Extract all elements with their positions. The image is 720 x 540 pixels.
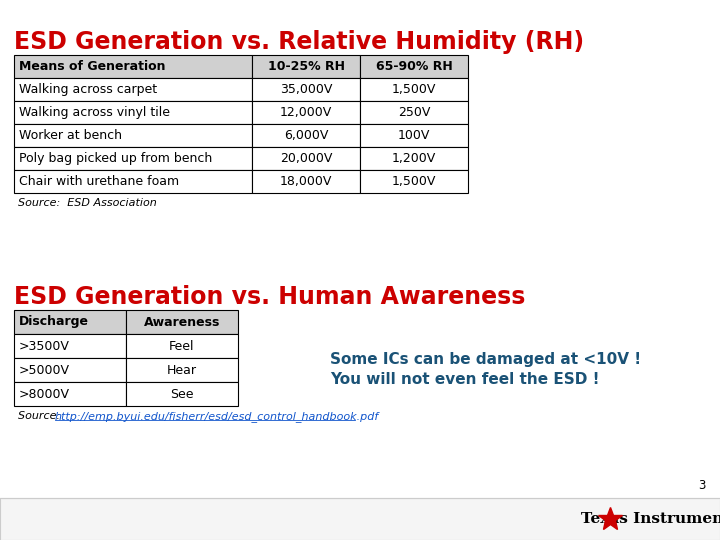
Bar	[252, 55, 360, 78]
Bar	[14, 124, 252, 147]
Text: >8000V: >8000V	[19, 388, 70, 401]
Bar	[252, 147, 360, 170]
Text: Means of Generation: Means of Generation	[19, 60, 166, 73]
Text: ESD Generation vs. Relative Humidity (RH): ESD Generation vs. Relative Humidity (RH…	[14, 30, 584, 54]
Text: Poly bag picked up from bench: Poly bag picked up from bench	[19, 152, 212, 165]
Text: 12,000V: 12,000V	[280, 106, 332, 119]
Bar	[360, 101, 468, 124]
Text: 35,000V: 35,000V	[280, 83, 332, 96]
Text: Worker at bench: Worker at bench	[19, 129, 122, 142]
Bar	[126, 310, 238, 334]
Text: Some ICs can be damaged at <10V !: Some ICs can be damaged at <10V !	[330, 352, 641, 367]
Text: Discharge: Discharge	[19, 315, 89, 328]
Text: 18,000V: 18,000V	[280, 175, 332, 188]
Text: 3: 3	[698, 479, 706, 492]
Text: ESD Generation vs. Human Awareness: ESD Generation vs. Human Awareness	[14, 285, 526, 309]
Text: http://emp.byui.edu/fisherr/esd/esd_control_handbook.pdf: http://emp.byui.edu/fisherr/esd/esd_cont…	[55, 411, 379, 422]
Text: You will not even feel the ESD !: You will not even feel the ESD !	[330, 372, 600, 387]
Text: Feel: Feel	[169, 340, 194, 353]
Text: Walking across carpet: Walking across carpet	[19, 83, 157, 96]
Text: 6,000V: 6,000V	[284, 129, 328, 142]
Text: 1,500V: 1,500V	[392, 83, 436, 96]
Text: 250V: 250V	[398, 106, 430, 119]
Bar	[360, 170, 468, 193]
Bar	[360, 147, 468, 170]
Text: 1,200V: 1,200V	[392, 152, 436, 165]
Bar	[252, 78, 360, 101]
Bar	[14, 78, 252, 101]
Text: Texas Instruments: Texas Instruments	[581, 512, 720, 526]
Bar	[252, 101, 360, 124]
Text: Source:  ESD Association: Source: ESD Association	[18, 198, 157, 208]
Bar	[14, 334, 126, 358]
Text: >5000V: >5000V	[19, 363, 70, 376]
Bar	[14, 382, 126, 406]
Text: 100V: 100V	[398, 129, 430, 142]
Bar	[360, 124, 468, 147]
Text: 65-90% RH: 65-90% RH	[376, 60, 452, 73]
Bar	[14, 310, 126, 334]
Bar	[14, 170, 252, 193]
Text: Hear: Hear	[167, 363, 197, 376]
Text: 10-25% RH: 10-25% RH	[268, 60, 344, 73]
Text: >3500V: >3500V	[19, 340, 70, 353]
Bar	[14, 55, 252, 78]
Bar	[126, 334, 238, 358]
Text: Walking across vinyl tile: Walking across vinyl tile	[19, 106, 170, 119]
Bar	[126, 358, 238, 382]
Text: Chair with urethane foam: Chair with urethane foam	[19, 175, 179, 188]
Bar	[14, 101, 252, 124]
Text: Awareness: Awareness	[144, 315, 220, 328]
Bar	[252, 170, 360, 193]
Bar	[360, 55, 468, 78]
Bar	[360, 78, 468, 101]
Text: 1,500V: 1,500V	[392, 175, 436, 188]
Bar	[14, 358, 126, 382]
Bar	[14, 147, 252, 170]
Text: Source:: Source:	[18, 411, 64, 421]
Text: See: See	[170, 388, 194, 401]
Bar	[0, 498, 720, 540]
Text: 20,000V: 20,000V	[280, 152, 332, 165]
Bar	[126, 382, 238, 406]
Bar	[252, 124, 360, 147]
